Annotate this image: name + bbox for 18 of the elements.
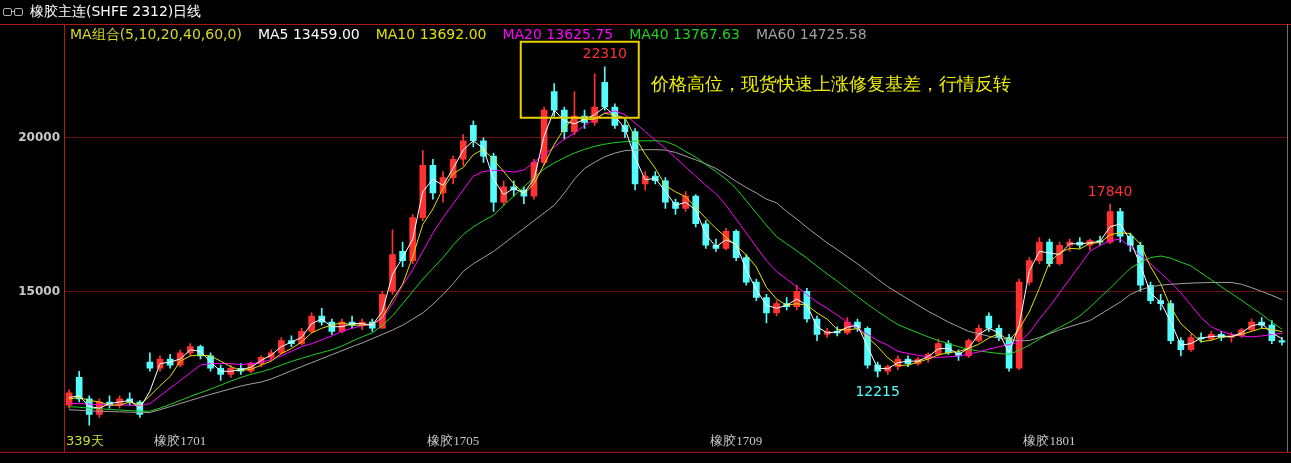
text: MA10 13692.00 [375,25,487,42]
y-tick-label: 15000 [18,283,60,298]
annotation: 339天 [66,433,104,449]
text: MA20 13625.75 [502,25,614,42]
x-tick-label: 橡胶1701 [154,433,207,449]
x-tick-label: 橡胶1709 [710,433,763,449]
chart-title: 橡胶主连(SHFE 2312)日线 [30,2,202,19]
x-tick-label: 橡胶1705 [427,433,480,449]
annotation: 价格高位，现货快速上涨修复基差，行情反转 [649,73,1011,95]
text: MA5 13459.00 [257,25,360,42]
x-tick-label: 橡胶1801 [1023,433,1076,449]
annotation: 12215 [855,382,900,399]
annotation: 17840 [1087,182,1133,199]
legend-title: MA组合(5,10,20,40,60,0) [70,25,242,42]
y-tick-label: 20000 [18,129,60,144]
text: MA40 13767.63 [629,25,740,42]
text: MA60 14725.58 [755,25,867,42]
annotation: 22310 [582,45,628,62]
